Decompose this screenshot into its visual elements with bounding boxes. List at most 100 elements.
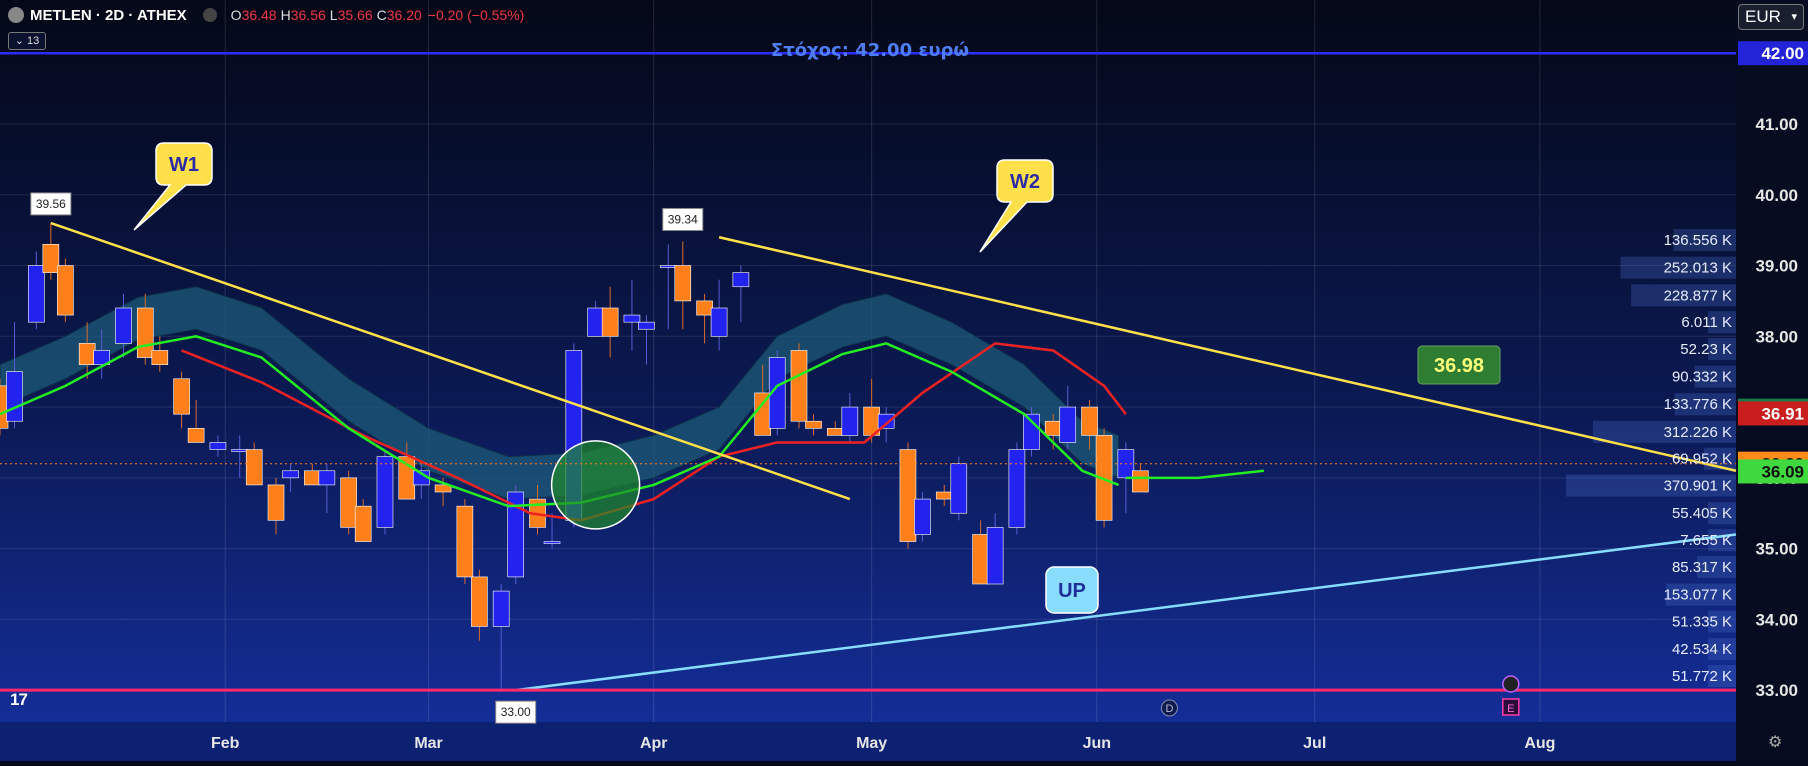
candle-body — [1023, 413, 1040, 450]
volume-profile-bar — [1673, 229, 1736, 252]
symbol-title[interactable]: METLEN · 2D · ATHEX — [30, 6, 187, 24]
candle-body — [877, 413, 895, 429]
event-marker-label: E — [1507, 703, 1514, 715]
currency-label: EUR — [1745, 7, 1781, 26]
volume-profile-label: 312.226 K — [1664, 424, 1732, 441]
candle-body — [136, 307, 154, 358]
volume-profile-bar — [1694, 365, 1736, 388]
price-axis-strip — [1736, 0, 1808, 761]
high2-box — [662, 207, 704, 231]
candle-body — [543, 541, 561, 544]
w1-callout-label: W1 — [169, 154, 199, 176]
volume-profile-label: 153.077 K — [1664, 587, 1732, 604]
candle-body — [805, 420, 822, 429]
volume-profile-bar — [1708, 638, 1736, 661]
volume-profile-label: 52.23 K — [1680, 341, 1732, 358]
low-label: L — [329, 7, 338, 23]
trend-line-w1 — [50, 221, 851, 501]
indicators-toggle-button[interactable]: ⌄ 13 — [8, 32, 46, 50]
candle-body — [841, 406, 859, 436]
time-axis-strip — [0, 722, 1736, 761]
indicator-count: 13 — [27, 35, 40, 47]
candle-body — [318, 470, 336, 486]
candle-body — [187, 428, 205, 443]
candle-body — [434, 484, 452, 493]
volume-profile-bar — [1696, 556, 1736, 579]
change-value: −0.20 (−0.55%) — [427, 7, 525, 23]
candle-body — [790, 350, 808, 422]
y-tick-label: 35.00 — [1755, 540, 1798, 559]
volume-profile-bar — [1631, 284, 1736, 307]
candle-body — [78, 343, 96, 365]
currency-select[interactable]: EUR ▾ — [1738, 4, 1804, 30]
candle-body — [601, 307, 619, 337]
volume-profile-bar — [1592, 420, 1736, 443]
tradingview-logo-icon[interactable]: 17 — [10, 690, 28, 709]
y-tick-label: 39.00 — [1755, 257, 1798, 276]
volume-profile-label: 370.901 K — [1664, 478, 1732, 495]
candle-body — [282, 470, 299, 479]
candle-body — [935, 491, 953, 500]
volume-profile-label: 252.013 K — [1664, 260, 1732, 277]
price-axis-badge-label: 36.09 — [1761, 462, 1804, 481]
candle-body — [768, 357, 786, 429]
x-tick-label: Aug — [1524, 735, 1555, 752]
candle-body — [151, 350, 169, 365]
candle-body — [57, 265, 74, 316]
open-label: O — [230, 7, 242, 23]
volume-profile-label: 6.011 K — [1681, 314, 1732, 331]
gear-icon[interactable]: ⚙ — [1768, 734, 1783, 751]
price-axis-badge — [1738, 401, 1808, 426]
candle-body — [42, 244, 60, 273]
volume-profile-label: 85.317 K — [1672, 559, 1732, 576]
candle-body — [638, 321, 655, 330]
close-label: C — [376, 7, 387, 23]
volume-profile-bar — [1708, 338, 1736, 361]
w1-callout — [133, 142, 213, 231]
volume-profile-bar — [1708, 665, 1736, 687]
candle-body — [507, 491, 525, 578]
candle-body — [1081, 406, 1098, 436]
y-tick-label: 41.00 — [1755, 115, 1798, 134]
chevron-down-icon: ▾ — [1791, 11, 1797, 23]
y-tick-label: 42.00 — [1761, 44, 1804, 63]
minus-icon[interactable] — [202, 8, 217, 22]
x-tick-label: Feb — [211, 735, 240, 752]
candle-body — [659, 265, 677, 268]
candle-body — [950, 463, 968, 514]
volume-profile-bar — [1708, 502, 1736, 525]
candle-body — [115, 307, 132, 344]
candle-body — [972, 534, 989, 585]
volume-profile-label: 90.332 K — [1672, 369, 1732, 386]
candle-body — [696, 300, 713, 316]
candle-body — [6, 371, 23, 422]
w2-callout — [979, 159, 1054, 253]
candle-body — [914, 498, 931, 535]
candle-body — [710, 307, 728, 337]
trend-line-w2 — [718, 236, 1737, 472]
x-tick-label: Jul — [1303, 735, 1326, 752]
candle-body — [674, 265, 692, 302]
volume-profile-label: 228.877 K — [1664, 287, 1732, 304]
symbol-header: METLEN · 2D · ATHEX O 36.48 H 36.56 L 35.66… — [0, 0, 1736, 30]
target-price-badge — [1738, 41, 1808, 66]
high2-label: 39.34 — [668, 212, 698, 226]
x-tick-label: Jun — [1083, 735, 1111, 752]
low1-box — [495, 700, 537, 724]
volume-profile-label: 136.556 K — [1664, 232, 1732, 249]
candle-body — [471, 576, 488, 627]
candle-body — [304, 470, 321, 486]
volume-profile-label: 51.335 K — [1672, 614, 1732, 631]
candle-body — [732, 272, 750, 288]
candle-body — [1095, 435, 1113, 521]
open-value: 36.48 — [241, 7, 277, 23]
dividend-marker-label: D — [1165, 703, 1173, 715]
candle-body — [1059, 406, 1077, 443]
chevron-down-icon: ⌄ — [14, 35, 24, 47]
candle-body — [209, 442, 227, 450]
candle-body — [28, 265, 45, 323]
high-value: 36.56 — [290, 7, 326, 23]
